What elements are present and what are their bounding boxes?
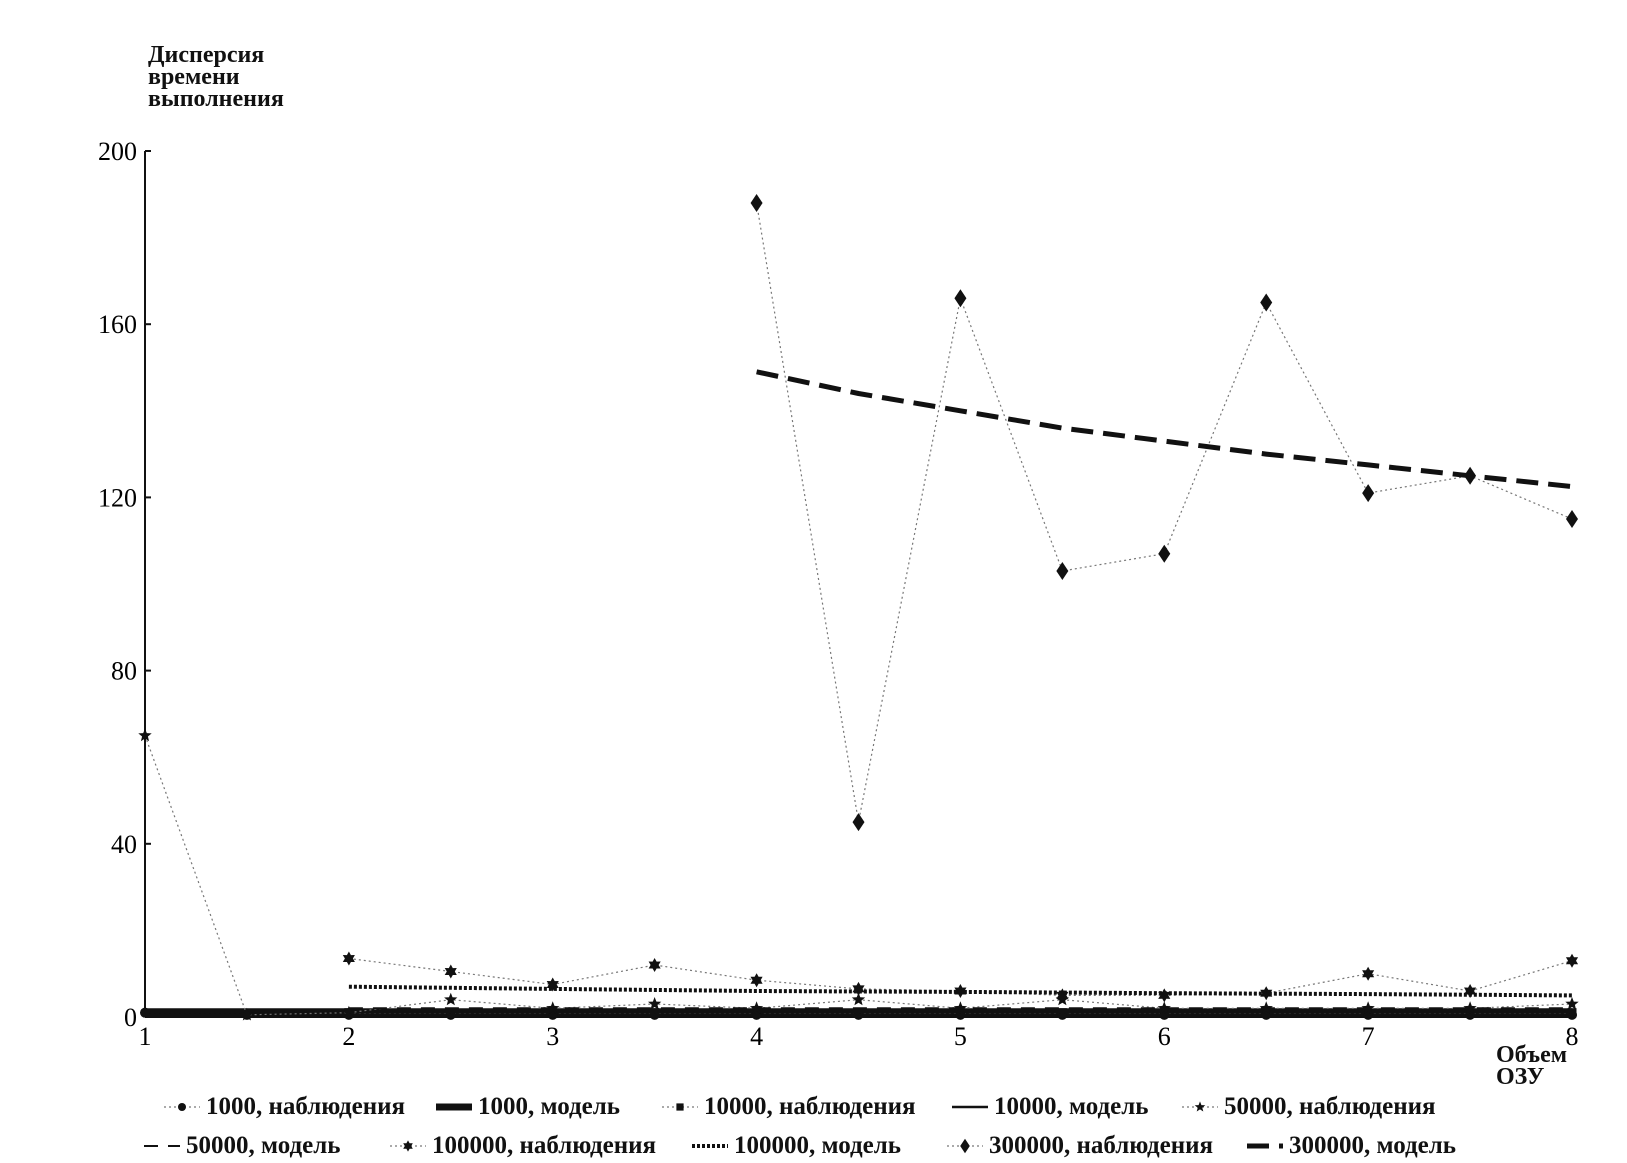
series-7 — [348, 984, 1573, 998]
marker-asterisk — [1565, 953, 1579, 968]
x-axis-label: Объем ОЗУ — [1496, 1042, 1568, 1090]
marker-star — [240, 1007, 254, 1021]
x-tick-label: 6 — [1158, 1022, 1171, 1051]
y-axis-label: Дисперсия времени выполнения — [148, 42, 284, 112]
series-line — [144, 735, 1573, 1016]
series-9 — [756, 369, 1573, 490]
x-tick-label: 1 — [139, 1022, 152, 1051]
y-tick-label: 200 — [98, 137, 137, 166]
marker-star — [1565, 997, 1579, 1010]
x-tick-label: 2 — [342, 1022, 355, 1051]
marker-asterisk — [852, 981, 865, 996]
y-axis-label-line-3: выполнения — [148, 86, 284, 112]
marker-star — [1463, 1001, 1477, 1014]
y-tick-label: 80 — [111, 657, 137, 686]
series-line — [348, 984, 1573, 998]
marker-asterisk — [648, 958, 661, 972]
marker-star — [138, 728, 152, 742]
x-tick-label: 4 — [750, 1022, 763, 1051]
marker-star — [851, 992, 866, 1006]
x-tick-label: 8 — [1566, 1022, 1579, 1051]
axes — [144, 150, 1573, 1018]
marker-asterisk — [1464, 984, 1477, 998]
marker-star — [749, 1001, 764, 1014]
marker-diamond — [750, 193, 763, 212]
marker-diamond — [852, 813, 865, 832]
marker-star — [648, 997, 662, 1010]
x-axis-label-line-1: Объем — [1496, 1042, 1568, 1068]
marker-diamond — [1260, 293, 1273, 312]
marker-star — [342, 1005, 356, 1019]
marker-diamond — [1362, 484, 1375, 503]
marker-asterisk — [342, 951, 355, 966]
y-tick-label: 40 — [111, 830, 137, 859]
marker-star — [444, 992, 458, 1006]
series-line — [756, 202, 1573, 823]
tick-labels: 0 40 80 120 160 200 1 2 3 4 5 6 7 8 — [98, 137, 1579, 1051]
y-tick-label: 120 — [98, 483, 137, 512]
series-layer — [138, 193, 1579, 1021]
series-8 — [750, 193, 1578, 832]
marker-star — [1157, 1001, 1171, 1014]
y-axis-label-line-2: времени — [148, 64, 240, 90]
marker-asterisk — [750, 973, 763, 988]
y-axis-label-line-1: Дисперсия — [148, 42, 265, 68]
marker-diamond — [1566, 510, 1578, 529]
marker-diamond — [954, 289, 967, 308]
y-tick-label: 0 — [124, 1003, 137, 1032]
series-line — [756, 369, 1573, 490]
marker-diamond — [1158, 544, 1171, 563]
marker-asterisk — [444, 964, 457, 979]
series-6 — [342, 951, 1579, 1003]
marker-asterisk — [1362, 966, 1375, 981]
x-tick-label: 5 — [954, 1022, 967, 1051]
x-tick-label: 7 — [1362, 1022, 1375, 1051]
x-axis-label-line-2: ОЗУ — [1496, 1064, 1545, 1090]
x-tick-label: 3 — [546, 1022, 559, 1051]
y-tick-label: 160 — [98, 310, 137, 339]
marker-diamond — [1056, 562, 1069, 581]
